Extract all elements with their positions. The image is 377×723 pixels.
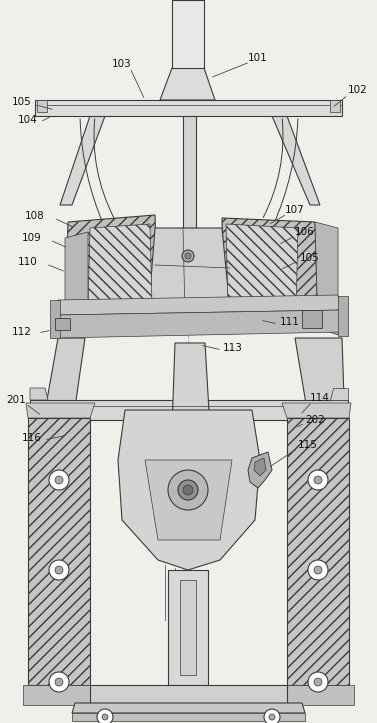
Polygon shape [160, 68, 215, 100]
Text: 109: 109 [22, 233, 42, 243]
Polygon shape [145, 460, 232, 540]
Polygon shape [42, 338, 85, 428]
Bar [72, 713, 305, 721]
Polygon shape [330, 388, 348, 400]
Text: 202: 202 [305, 415, 325, 425]
Text: 111: 111 [280, 317, 300, 327]
Text: 103: 103 [112, 59, 132, 69]
Polygon shape [148, 228, 230, 318]
Circle shape [269, 714, 275, 720]
Text: 116: 116 [22, 433, 42, 443]
Text: 113: 113 [223, 343, 243, 353]
Text: 107: 107 [285, 205, 305, 215]
Circle shape [55, 678, 63, 686]
Polygon shape [30, 388, 48, 400]
Polygon shape [282, 403, 351, 418]
Text: 108: 108 [25, 211, 45, 221]
Polygon shape [295, 338, 345, 428]
Text: 112: 112 [12, 327, 32, 337]
Circle shape [308, 672, 328, 692]
Polygon shape [272, 116, 320, 205]
Circle shape [264, 709, 280, 723]
Text: 106: 106 [295, 227, 315, 237]
Polygon shape [88, 224, 152, 310]
Polygon shape [28, 418, 90, 685]
Circle shape [178, 480, 198, 500]
Circle shape [314, 678, 322, 686]
Circle shape [308, 470, 328, 490]
Polygon shape [23, 685, 95, 705]
Polygon shape [222, 218, 318, 328]
Polygon shape [65, 215, 158, 328]
Circle shape [168, 470, 208, 510]
Text: 104: 104 [18, 115, 38, 125]
Bar [37, 100, 47, 112]
Polygon shape [72, 703, 305, 713]
Polygon shape [65, 232, 88, 328]
Bar [55, 318, 70, 330]
Bar [168, 570, 208, 685]
Polygon shape [282, 685, 354, 705]
Polygon shape [60, 116, 105, 205]
Text: 105: 105 [300, 253, 320, 263]
Circle shape [55, 476, 63, 484]
Circle shape [182, 250, 194, 262]
Polygon shape [118, 410, 260, 570]
Text: 101: 101 [248, 53, 268, 63]
Bar [302, 310, 322, 328]
Circle shape [49, 672, 69, 692]
Circle shape [314, 476, 322, 484]
Polygon shape [183, 116, 196, 228]
Bar [90, 685, 287, 703]
Bar [172, 0, 204, 68]
Polygon shape [172, 343, 210, 428]
Circle shape [308, 560, 328, 580]
Circle shape [183, 485, 193, 495]
Text: 114: 114 [310, 393, 330, 403]
Polygon shape [35, 100, 342, 116]
Polygon shape [26, 403, 95, 418]
Circle shape [185, 253, 191, 259]
Text: 201: 201 [6, 395, 26, 405]
Text: 105: 105 [12, 97, 32, 107]
Circle shape [49, 470, 69, 490]
Polygon shape [58, 310, 340, 338]
Polygon shape [287, 418, 349, 685]
Polygon shape [30, 400, 348, 420]
Text: 110: 110 [18, 257, 38, 267]
Circle shape [314, 566, 322, 574]
Circle shape [97, 709, 113, 723]
Bar [330, 100, 340, 112]
Polygon shape [254, 458, 266, 476]
Bar [338, 296, 348, 336]
Text: 102: 102 [348, 85, 368, 95]
Bar [50, 300, 60, 338]
Circle shape [55, 566, 63, 574]
Polygon shape [315, 222, 338, 335]
Circle shape [102, 714, 108, 720]
Bar [180, 580, 196, 675]
Text: 115: 115 [298, 440, 318, 450]
Polygon shape [58, 295, 340, 315]
Circle shape [49, 560, 69, 580]
Polygon shape [226, 224, 298, 312]
Polygon shape [248, 452, 272, 488]
